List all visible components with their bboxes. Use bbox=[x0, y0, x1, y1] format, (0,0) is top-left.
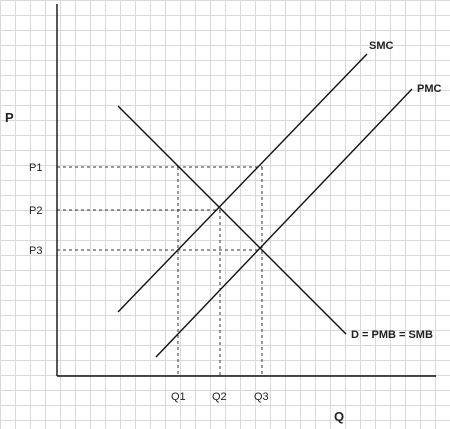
axes bbox=[56, 4, 436, 377]
quantity-label-q2: Q2 bbox=[212, 391, 227, 403]
pmc-label: PMC bbox=[417, 83, 442, 95]
smc-curve bbox=[117, 53, 368, 313]
x-axis-label: Q bbox=[334, 409, 344, 424]
quantity-label-q1: Q1 bbox=[171, 391, 186, 403]
guide-lines bbox=[57, 166, 263, 376]
demand-curve bbox=[117, 105, 347, 335]
smc-label: SMC bbox=[369, 40, 394, 52]
quantity-label-q3: Q3 bbox=[254, 391, 269, 403]
price-label-p1: P1 bbox=[29, 162, 42, 174]
y-axis-label: P bbox=[5, 110, 14, 125]
price-label-p2: P2 bbox=[29, 205, 42, 217]
pmc-curve bbox=[155, 88, 413, 358]
price-label-p3: P3 bbox=[29, 245, 42, 257]
demand-label: D = PMB = SMB bbox=[351, 329, 433, 341]
curves bbox=[117, 53, 413, 358]
